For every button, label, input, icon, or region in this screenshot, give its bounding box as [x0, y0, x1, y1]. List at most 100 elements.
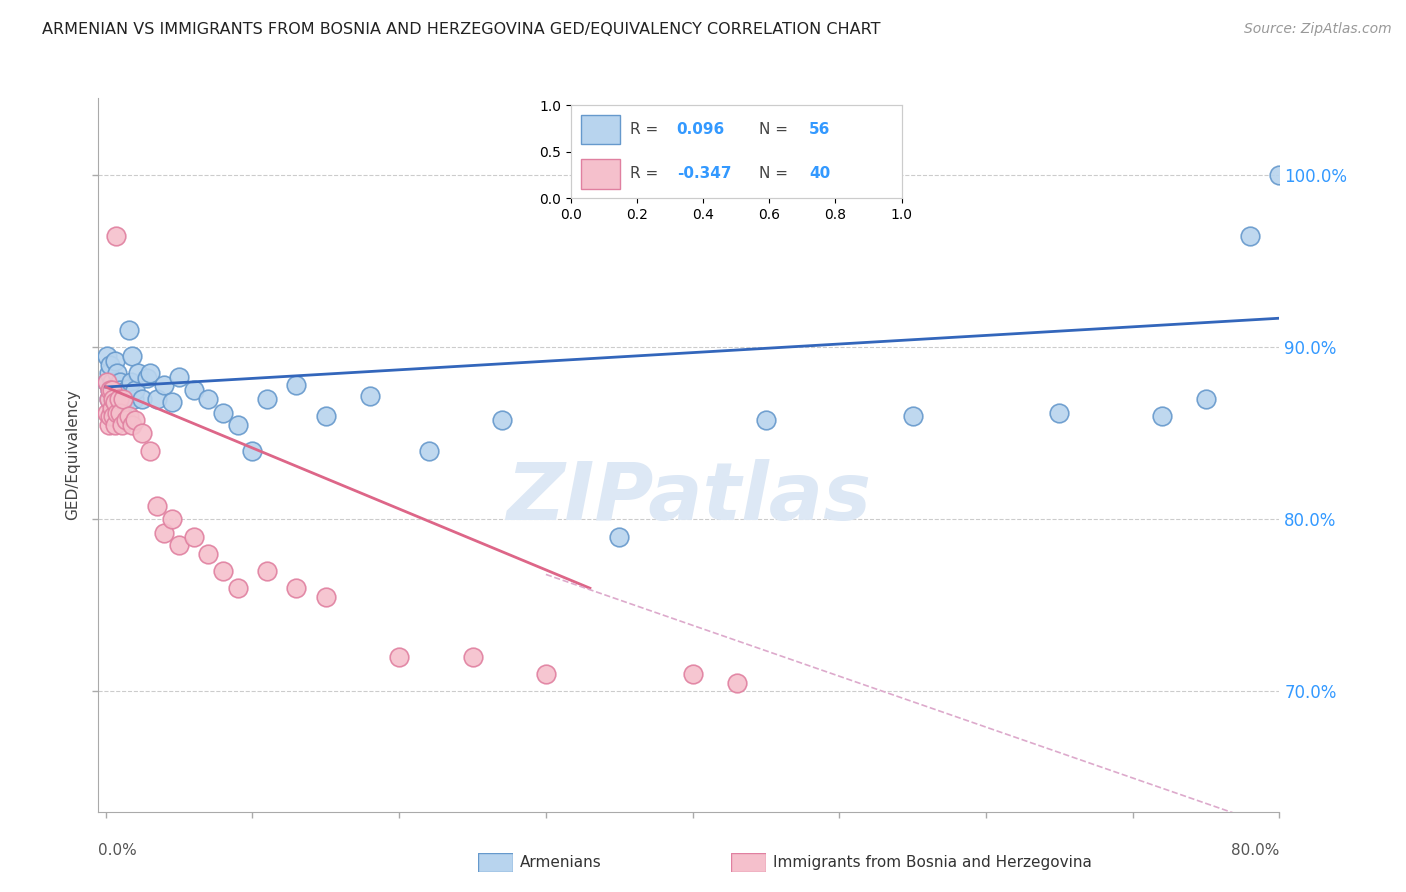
Point [105, 228, 128, 243]
Point [491, 412, 513, 426]
Point [96, 375, 118, 389]
Point [107, 392, 129, 406]
Point [755, 412, 778, 426]
Point [105, 409, 128, 424]
Point [534, 667, 557, 681]
Point [1268, 169, 1291, 183]
Point [121, 417, 143, 432]
Point [100, 384, 122, 398]
Text: Armenians: Armenians [520, 855, 602, 870]
Text: 80.0%: 80.0% [1232, 843, 1279, 858]
Point [103, 417, 125, 432]
Point [153, 378, 176, 392]
Point [110, 406, 132, 420]
Point [101, 392, 124, 406]
Point [197, 392, 219, 406]
Point [212, 564, 235, 578]
Point [146, 499, 169, 513]
Point [96, 349, 118, 363]
Point [108, 401, 131, 415]
Point [97, 392, 120, 406]
Point [682, 667, 704, 681]
Point [131, 426, 153, 441]
Point [418, 443, 440, 458]
Point [183, 384, 205, 398]
Point [285, 581, 308, 595]
Point [97, 366, 120, 380]
Point [160, 395, 183, 409]
Text: ARMENIAN VS IMMIGRANTS FROM BOSNIA AND HERZEGOVINA GED/EQUIVALENCY CORRELATION C: ARMENIAN VS IMMIGRANTS FROM BOSNIA AND H… [42, 22, 880, 37]
Point [901, 409, 924, 424]
Point [124, 384, 146, 398]
Point [388, 650, 411, 665]
Point [114, 395, 136, 409]
Point [183, 530, 205, 544]
Point [110, 384, 132, 398]
Y-axis label: GED/Equivalency: GED/Equivalency [65, 390, 80, 520]
Point [242, 443, 264, 458]
Point [315, 409, 337, 424]
Point [197, 547, 219, 561]
Point [111, 417, 134, 432]
Point [226, 417, 249, 432]
Point [111, 406, 134, 420]
Point [131, 392, 153, 406]
Point [108, 392, 131, 406]
Point [359, 388, 381, 402]
Point [97, 392, 120, 406]
Point [167, 538, 190, 552]
Point [120, 375, 142, 389]
Point [112, 385, 135, 400]
Text: Immigrants from Bosnia and Herzegovina: Immigrants from Bosnia and Herzegovina [773, 855, 1092, 870]
Point [112, 392, 135, 406]
Point [107, 366, 129, 380]
Point [115, 388, 138, 402]
Point [256, 564, 278, 578]
Point [97, 417, 120, 432]
Point [127, 366, 149, 380]
Point [96, 375, 118, 389]
Point [461, 650, 484, 665]
Point [117, 382, 139, 396]
Point [110, 375, 132, 389]
Point [1152, 409, 1174, 424]
Point [101, 384, 124, 398]
Point [167, 369, 190, 384]
Point [315, 590, 337, 604]
Text: Source: ZipAtlas.com: Source: ZipAtlas.com [1244, 22, 1392, 37]
Text: ZIPatlas: ZIPatlas [506, 458, 872, 537]
Point [118, 323, 141, 337]
Point [725, 675, 748, 690]
Point [1239, 228, 1261, 243]
Text: 0.0%: 0.0% [98, 843, 138, 858]
Point [121, 349, 143, 363]
Point [96, 406, 118, 420]
Point [139, 443, 162, 458]
Point [98, 358, 121, 372]
Point [256, 392, 278, 406]
Point [101, 409, 124, 424]
Point [98, 409, 121, 424]
Point [1195, 392, 1218, 406]
Point [101, 409, 124, 424]
Point [1047, 406, 1070, 420]
Point [146, 392, 169, 406]
Point [139, 366, 162, 380]
Point [105, 384, 128, 398]
Point [122, 392, 145, 406]
Point [115, 412, 138, 426]
Point [100, 401, 122, 415]
Point [212, 406, 235, 420]
Point [118, 409, 141, 424]
Point [107, 406, 129, 420]
Point [103, 354, 125, 368]
Point [100, 375, 122, 389]
Point [124, 412, 146, 426]
Point [100, 401, 122, 415]
Point [103, 392, 125, 406]
Point [226, 581, 249, 595]
Point [285, 378, 308, 392]
Point [607, 530, 630, 544]
Point [98, 384, 121, 398]
Point [135, 371, 157, 385]
